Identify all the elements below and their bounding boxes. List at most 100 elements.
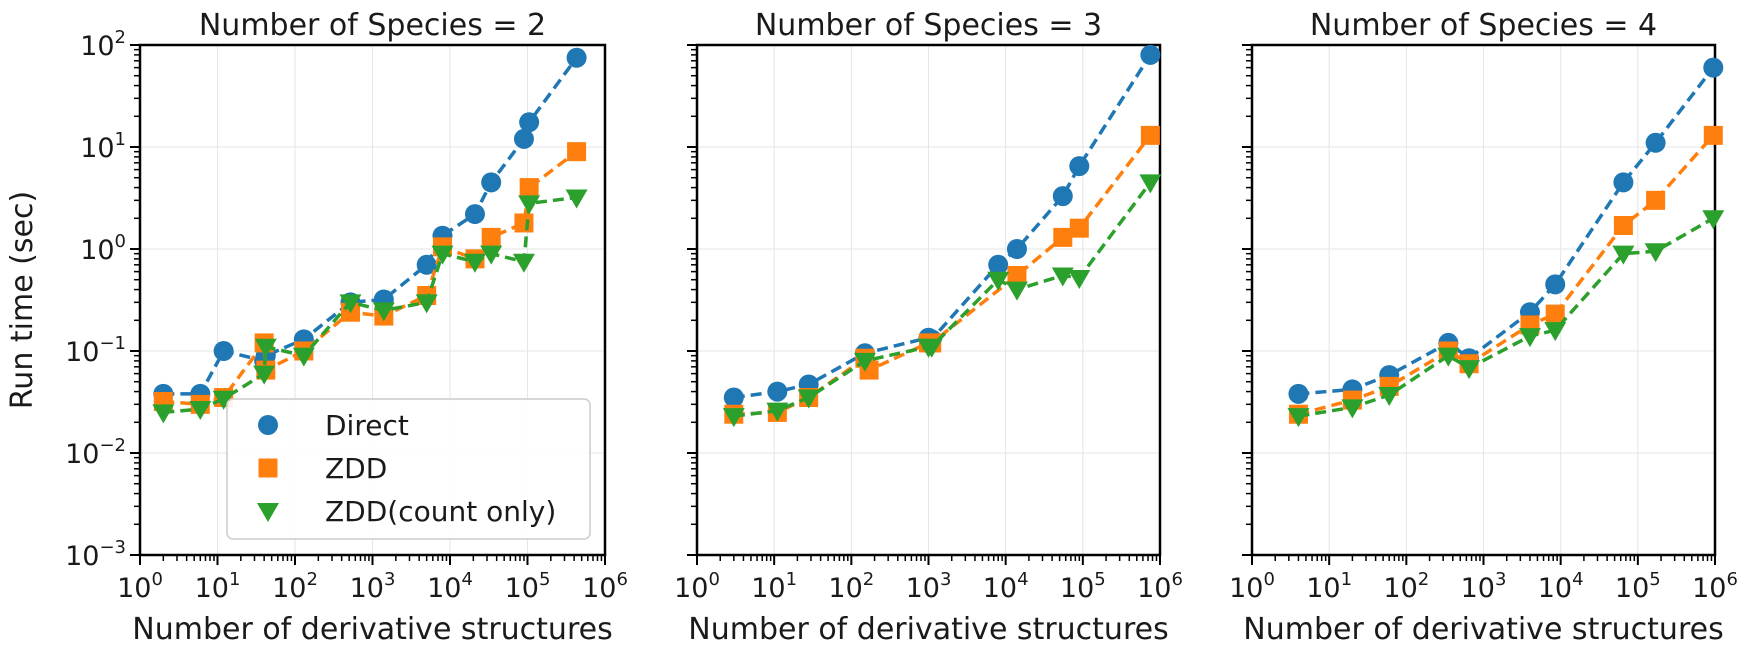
data-point xyxy=(1140,44,1161,65)
x-tick-label: 100 xyxy=(674,569,720,604)
series-zdd xyxy=(1288,125,1723,424)
data-point xyxy=(1703,125,1723,145)
x-tick-label: 101 xyxy=(751,569,797,604)
y-tick-label: 100 xyxy=(80,231,126,266)
data-point xyxy=(987,271,1010,291)
data-point xyxy=(1645,132,1666,153)
data-point xyxy=(1437,347,1460,367)
plot-frame xyxy=(1250,43,1717,557)
data-point xyxy=(1703,57,1724,78)
x-tick-label: 102 xyxy=(1383,569,1429,604)
data-point xyxy=(853,352,876,372)
series-zdd-count-only- xyxy=(1287,210,1725,428)
data-point xyxy=(372,302,395,322)
chart-title: Number of Species = 4 xyxy=(1310,8,1657,43)
series-line xyxy=(733,134,1152,416)
data-point xyxy=(1053,227,1073,247)
series-line xyxy=(1298,216,1715,418)
data-point xyxy=(519,112,540,133)
data-point xyxy=(1005,281,1028,301)
chart-panel-3: 100 101 102 103 104 105 106 Number of Species =… xyxy=(1229,8,1738,647)
x-tick-label: 106 xyxy=(582,569,628,604)
y-tick-label: 102 xyxy=(80,27,126,62)
x-axis-label: Number of derivative structures xyxy=(688,612,1168,647)
x-tick-label: 104 xyxy=(427,569,473,604)
x-tick-label: 103 xyxy=(350,569,396,604)
x-tick-label: 101 xyxy=(1306,569,1352,604)
data-point xyxy=(480,245,503,265)
x-tick-label: 104 xyxy=(1538,569,1584,604)
data-point xyxy=(189,401,212,421)
data-point xyxy=(481,172,502,193)
x-tick-label: 106 xyxy=(1137,569,1183,604)
x-tick-label: 100 xyxy=(117,569,163,604)
y-tick-label: 101 xyxy=(80,129,126,164)
x-tick-label: 102 xyxy=(272,569,318,604)
legend-label: ZDD(count only) xyxy=(325,495,556,528)
data-point xyxy=(254,338,277,358)
data-point xyxy=(767,381,788,402)
series-direct xyxy=(1288,57,1724,404)
x-tick-label: 105 xyxy=(1060,569,1106,604)
x-axis-label: Number of derivative structures xyxy=(132,612,612,647)
data-point xyxy=(415,294,438,314)
x-tick-label: 105 xyxy=(1615,569,1661,604)
data-point xyxy=(518,195,541,215)
data-point xyxy=(253,365,276,385)
y-axis-label: Run time (sec) xyxy=(5,191,40,409)
x-tick-label: 100 xyxy=(1229,569,1275,604)
data-point xyxy=(292,347,315,367)
legend-item: ZDD xyxy=(258,452,387,485)
series-line xyxy=(163,150,578,407)
x-tick-label: 104 xyxy=(983,569,1029,604)
legend-marker xyxy=(257,503,279,522)
series-direct xyxy=(723,44,1161,408)
data-point xyxy=(1458,360,1481,380)
y-tick-label: 10−1 xyxy=(65,333,126,368)
x-tick-label: 102 xyxy=(828,569,874,604)
data-point xyxy=(1613,172,1634,193)
data-point xyxy=(1069,156,1090,177)
data-point xyxy=(797,389,820,409)
plot-frame xyxy=(138,43,607,557)
data-point xyxy=(920,338,943,358)
data-point xyxy=(513,128,534,149)
series-zdd xyxy=(724,125,1160,424)
data-point xyxy=(1052,186,1073,207)
legend-box xyxy=(226,398,591,540)
legend-label: Direct xyxy=(325,409,409,442)
data-point xyxy=(722,408,745,428)
data-point xyxy=(1288,383,1309,404)
series-zdd-count-only- xyxy=(152,189,588,424)
legend-marker xyxy=(258,458,278,478)
data-point xyxy=(416,254,437,275)
data-point xyxy=(463,253,486,273)
legend-marker xyxy=(258,415,278,435)
chart-title: Number of Species = 2 xyxy=(199,8,546,43)
legend-item: ZDD(count only) xyxy=(257,495,556,528)
data-point xyxy=(1287,408,1310,428)
data-point xyxy=(1006,239,1027,259)
data-point xyxy=(339,294,362,314)
data-point xyxy=(566,47,587,68)
series-zdd-count-only- xyxy=(722,174,1162,428)
data-point xyxy=(514,213,534,233)
data-point xyxy=(1341,399,1364,419)
data-point xyxy=(512,253,535,273)
data-point xyxy=(1140,125,1160,145)
series-line xyxy=(163,56,579,396)
x-tick-label: 103 xyxy=(906,569,952,604)
data-point xyxy=(766,402,789,422)
data-point xyxy=(1646,190,1666,210)
data-point xyxy=(988,254,1009,275)
legend-label: ZDD xyxy=(325,452,387,485)
data-point xyxy=(464,204,485,225)
data-point xyxy=(1613,215,1633,235)
chart-panel-1: 100 101 102 103 104 105 106 10−3 10−2 10−1 100 101 1… xyxy=(5,8,628,647)
data-point xyxy=(1544,322,1567,342)
x-axis-label: Number of derivative structures xyxy=(1243,612,1723,647)
data-point xyxy=(1545,274,1566,295)
data-point xyxy=(1702,210,1725,230)
data-point xyxy=(481,227,501,247)
